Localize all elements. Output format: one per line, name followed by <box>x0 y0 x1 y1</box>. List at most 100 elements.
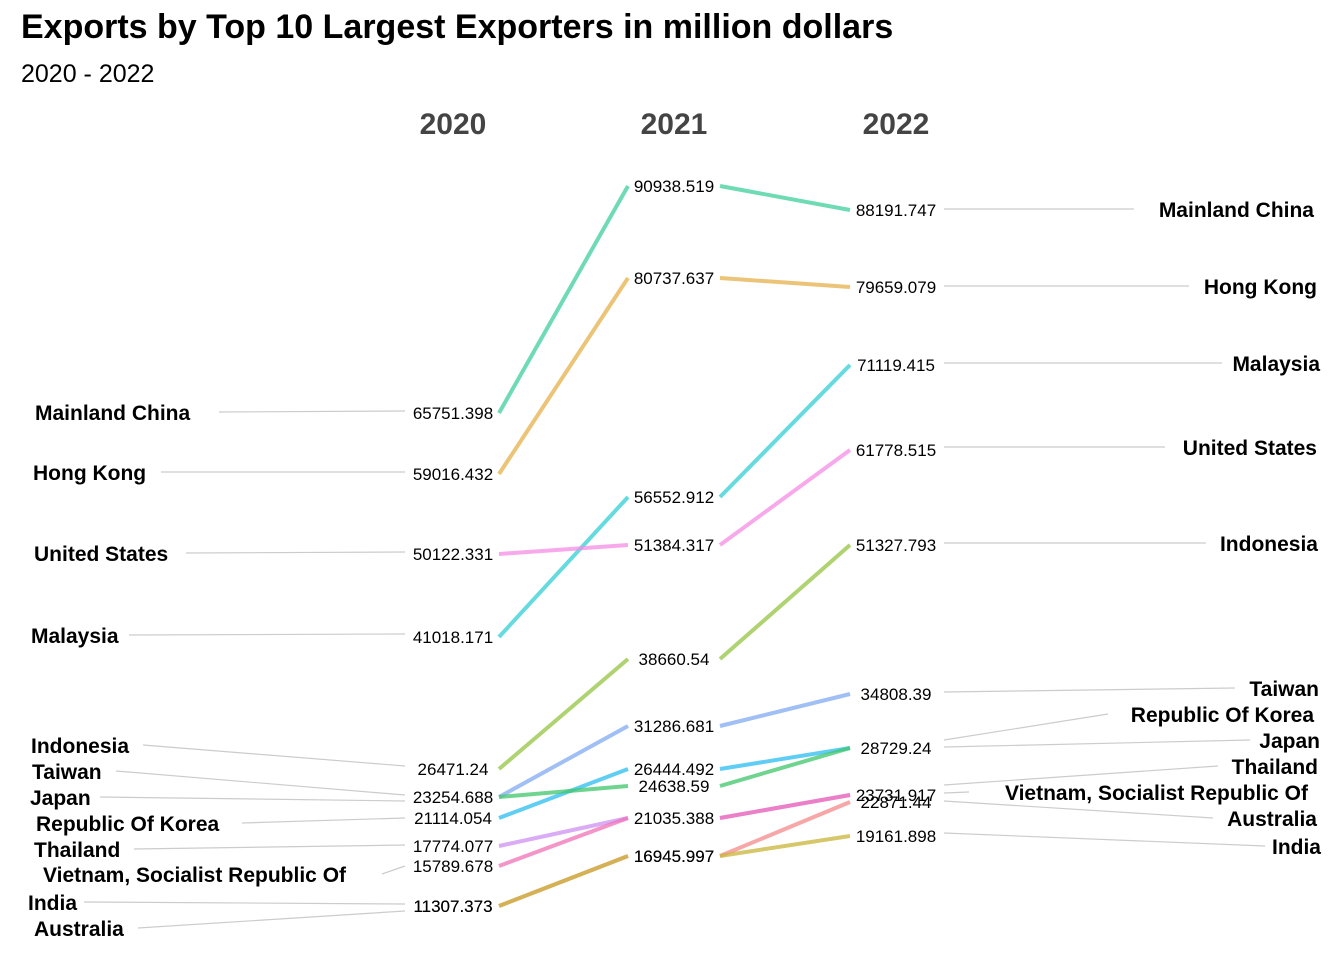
left-country-label-0: Mainland China <box>35 402 190 425</box>
value-label-2021-7: 24638.59 <box>639 777 710 796</box>
left-connector-11 <box>137 910 406 929</box>
value-label-2020-4: 26471.24 <box>418 760 489 779</box>
slope-line-0-1 <box>719 184 851 212</box>
right-country-label-6: Republic Of Korea <box>1131 704 1315 727</box>
slope-line-11-1 <box>719 834 851 858</box>
slope-line-9-0 <box>498 816 629 868</box>
value-label-2021-6: 26444.492 <box>634 760 714 779</box>
value-label-2022-9: 19161.898 <box>856 827 936 846</box>
slope-line-2-1 <box>718 363 852 499</box>
chart-labels: 2020 2021 2022 65751.398 59016.432 50122.331 4… <box>28 108 1321 941</box>
left-connector-10 <box>83 901 406 905</box>
value-label-2022-8: 22871.44 <box>861 793 932 812</box>
right-country-label-8: Thailand <box>1232 756 1318 779</box>
right-country-label-9: Vietnam, Socialist Republic Of <box>1005 782 1309 805</box>
left-country-label-4: Indonesia <box>31 735 129 758</box>
value-label-2020-1: 59016.432 <box>413 465 493 484</box>
slope-line-7-1 <box>719 746 851 788</box>
label-connectors <box>83 208 1266 929</box>
right-country-label-4: Indonesia <box>1220 533 1318 556</box>
left-country-label-6: Japan <box>30 787 91 810</box>
left-connector-0 <box>218 410 406 413</box>
value-label-2022-1: 79659.079 <box>856 278 936 297</box>
slope-line-2-0 <box>497 495 630 639</box>
right-country-label-0: Mainland China <box>1159 199 1314 222</box>
left-country-label-8: Thailand <box>34 839 120 862</box>
right-connector-10 <box>943 800 1214 819</box>
year-header-2020: 2020 <box>420 108 487 141</box>
right-connector-11 <box>943 832 1266 847</box>
slope-line-1-1 <box>719 276 851 289</box>
slope-line-0-0 <box>497 185 630 414</box>
right-country-label-3: United States <box>1183 437 1317 460</box>
left-country-label-5: Taiwan <box>32 761 102 784</box>
year-header-2022: 2022 <box>863 108 930 141</box>
value-label-2021-4: 38660.54 <box>639 650 710 669</box>
value-label-2021-0: 90938.519 <box>634 177 714 196</box>
left-connector-2 <box>185 551 406 554</box>
slope-line-4-0 <box>497 657 630 771</box>
value-label-2021-8: 21035.388 <box>634 809 714 828</box>
slope-line-3-1 <box>718 448 852 547</box>
chart-subtitle: 2020 - 2022 <box>21 60 155 88</box>
value-label-2020-8: 15789.678 <box>413 857 493 876</box>
value-label-2021-3: 51384.317 <box>634 536 714 555</box>
value-label-2021-9: 16945.997 <box>634 847 714 866</box>
value-label-2021-2: 56552.912 <box>634 488 714 507</box>
left-country-label-11: Australia <box>34 918 124 941</box>
value-label-2020-5: 23254.688 <box>413 788 493 807</box>
slope-line-4-1 <box>718 543 852 661</box>
right-country-label-10: Australia <box>1227 808 1317 831</box>
slope-line-1-0 <box>497 276 630 476</box>
value-label-2022-5: 34808.39 <box>861 685 932 704</box>
value-label-2022-0: 88191.747 <box>856 201 936 220</box>
value-label-2022-6: 28729.24 <box>861 739 932 758</box>
value-label-2021-1: 80737.637 <box>634 269 714 288</box>
value-label-2021-10: 16945.997 <box>634 847 714 866</box>
left-connector-9 <box>381 865 406 875</box>
value-label-2020-6: 21114.054 <box>414 809 492 828</box>
right-connector-9 <box>943 791 970 794</box>
value-label-2020-3: 41018.171 <box>413 628 493 647</box>
value-label-2022-3: 61778.515 <box>856 441 936 460</box>
value-label-2020-9: 11307.373 <box>413 897 492 916</box>
right-country-label-5: Taiwan <box>1249 678 1319 701</box>
right-country-label-7: Japan <box>1259 730 1320 753</box>
value-label-2022-2: 71119.415 <box>857 356 935 375</box>
left-country-label-7: Republic Of Korea <box>36 813 220 836</box>
left-connector-4 <box>142 744 406 767</box>
value-label-2022-7: 23731.917 <box>856 786 936 805</box>
left-connector-3 <box>128 633 406 636</box>
right-country-label-11: India <box>1272 836 1321 859</box>
value-label-2022-4: 51327.793 <box>856 536 936 555</box>
left-country-label-1: Hong Kong <box>33 462 146 485</box>
slope-line-9-1 <box>719 793 851 820</box>
right-connector-6 <box>943 713 1109 741</box>
left-country-label-9: Vietnam, Socialist Republic Of <box>43 864 347 887</box>
slope-lines <box>497 184 852 908</box>
right-connector-8 <box>943 765 1219 786</box>
value-label-2021-5: 31286.681 <box>634 717 714 736</box>
value-label-2020-10: 11307.373 <box>413 897 492 916</box>
left-connector-8 <box>133 844 406 850</box>
left-country-label-2: United States <box>34 543 168 566</box>
slope-line-10-1 <box>719 800 851 858</box>
right-connector-7 <box>943 739 1251 748</box>
left-connector-7 <box>241 817 406 824</box>
slope-line-6-1 <box>719 746 851 771</box>
right-country-label-1: Hong Kong <box>1204 276 1317 299</box>
slope-line-11-0 <box>498 854 629 908</box>
chart-title: Exports by Top 10 Largest Exporters in m… <box>21 8 894 46</box>
slope-line-3-0 <box>498 543 629 556</box>
slope-line-8-0 <box>498 816 629 848</box>
right-connector-5 <box>943 687 1236 693</box>
slope-line-5-1 <box>719 692 851 728</box>
right-country-label-2: Malaysia <box>1232 353 1320 376</box>
left-country-label-3: Malaysia <box>31 625 119 648</box>
left-connector-5 <box>115 770 406 796</box>
value-label-2020-0: 65751.398 <box>413 404 493 423</box>
left-country-label-10: India <box>28 892 77 915</box>
year-header-2021: 2021 <box>641 108 708 141</box>
left-connector-6 <box>99 796 406 802</box>
